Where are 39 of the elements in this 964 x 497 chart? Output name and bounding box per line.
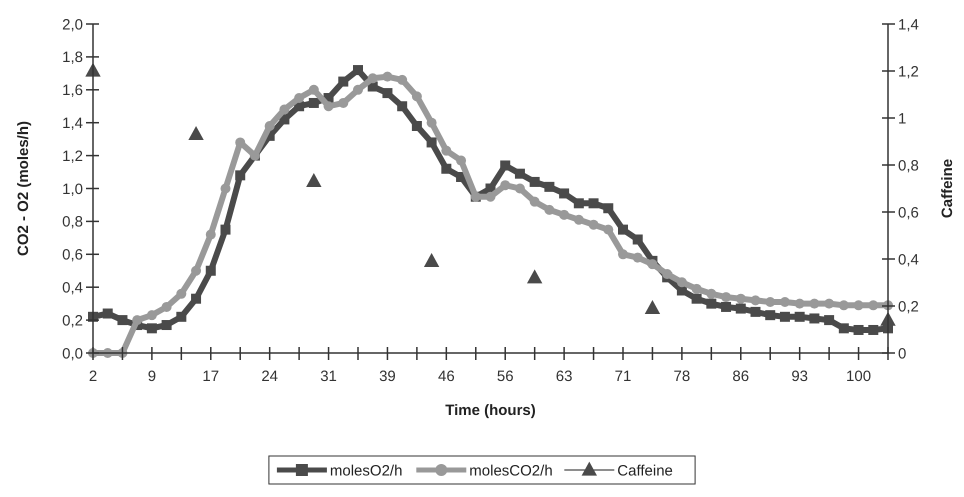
y2-tick-label: 1,2 — [898, 63, 919, 80]
x-tick-label: 78 — [674, 368, 690, 385]
y2-tick-label: 1,4 — [898, 16, 919, 34]
x-tick-label: 86 — [732, 368, 750, 385]
y-tick-label: 1,8 — [62, 49, 83, 66]
y-tick-label: 1,6 — [62, 82, 83, 100]
y-tick-label: 0,6 — [62, 246, 83, 264]
x-tick-label: 17 — [202, 368, 220, 385]
y-tick-label: 0,4 — [62, 279, 83, 296]
legend-label: molesO2/h — [330, 462, 402, 480]
x-tick-label: 71 — [614, 368, 632, 385]
y-tick-label: 1,4 — [62, 114, 83, 132]
x-tick-label: 63 — [556, 368, 572, 385]
y-tick-label: 2,0 — [62, 16, 83, 34]
x-tick-label: 2 — [88, 368, 98, 385]
y2-axis-title: Caffeine — [939, 158, 956, 218]
y-tick-label: 0,2 — [62, 312, 83, 330]
legend-label: Caffeine — [617, 462, 673, 480]
x-tick-label: 56 — [496, 368, 514, 385]
legend-label: molesCO2/h — [469, 462, 553, 480]
y2-tick-label: 0,2 — [898, 298, 919, 316]
y-tick-label: 1,0 — [62, 180, 83, 198]
y-axis-title: CO2 - O2 (moles/h) — [15, 120, 32, 256]
y2-tick-label: 0,4 — [898, 251, 919, 268]
x-axis-title: Time (hours) — [445, 402, 536, 419]
y2-tick-label: 0 — [898, 345, 906, 362]
y-tick-label: 1,2 — [62, 148, 83, 165]
y-tick-label: 0,8 — [62, 214, 83, 231]
x-tick-label: 24 — [261, 368, 278, 385]
x-tick-label: 93 — [791, 368, 808, 385]
x-tick-label: 100 — [846, 368, 872, 385]
y-tick-label: 0,0 — [62, 345, 83, 362]
x-tick-label: 46 — [438, 368, 455, 385]
x-tick-label: 39 — [379, 368, 396, 385]
y2-tick-label: 0,8 — [898, 157, 919, 174]
y2-tick-label: 0,6 — [898, 204, 919, 222]
x-tick-label: 9 — [148, 368, 156, 385]
y2-tick-label: 1 — [898, 110, 906, 128]
x-tick-label: 31 — [320, 368, 337, 385]
